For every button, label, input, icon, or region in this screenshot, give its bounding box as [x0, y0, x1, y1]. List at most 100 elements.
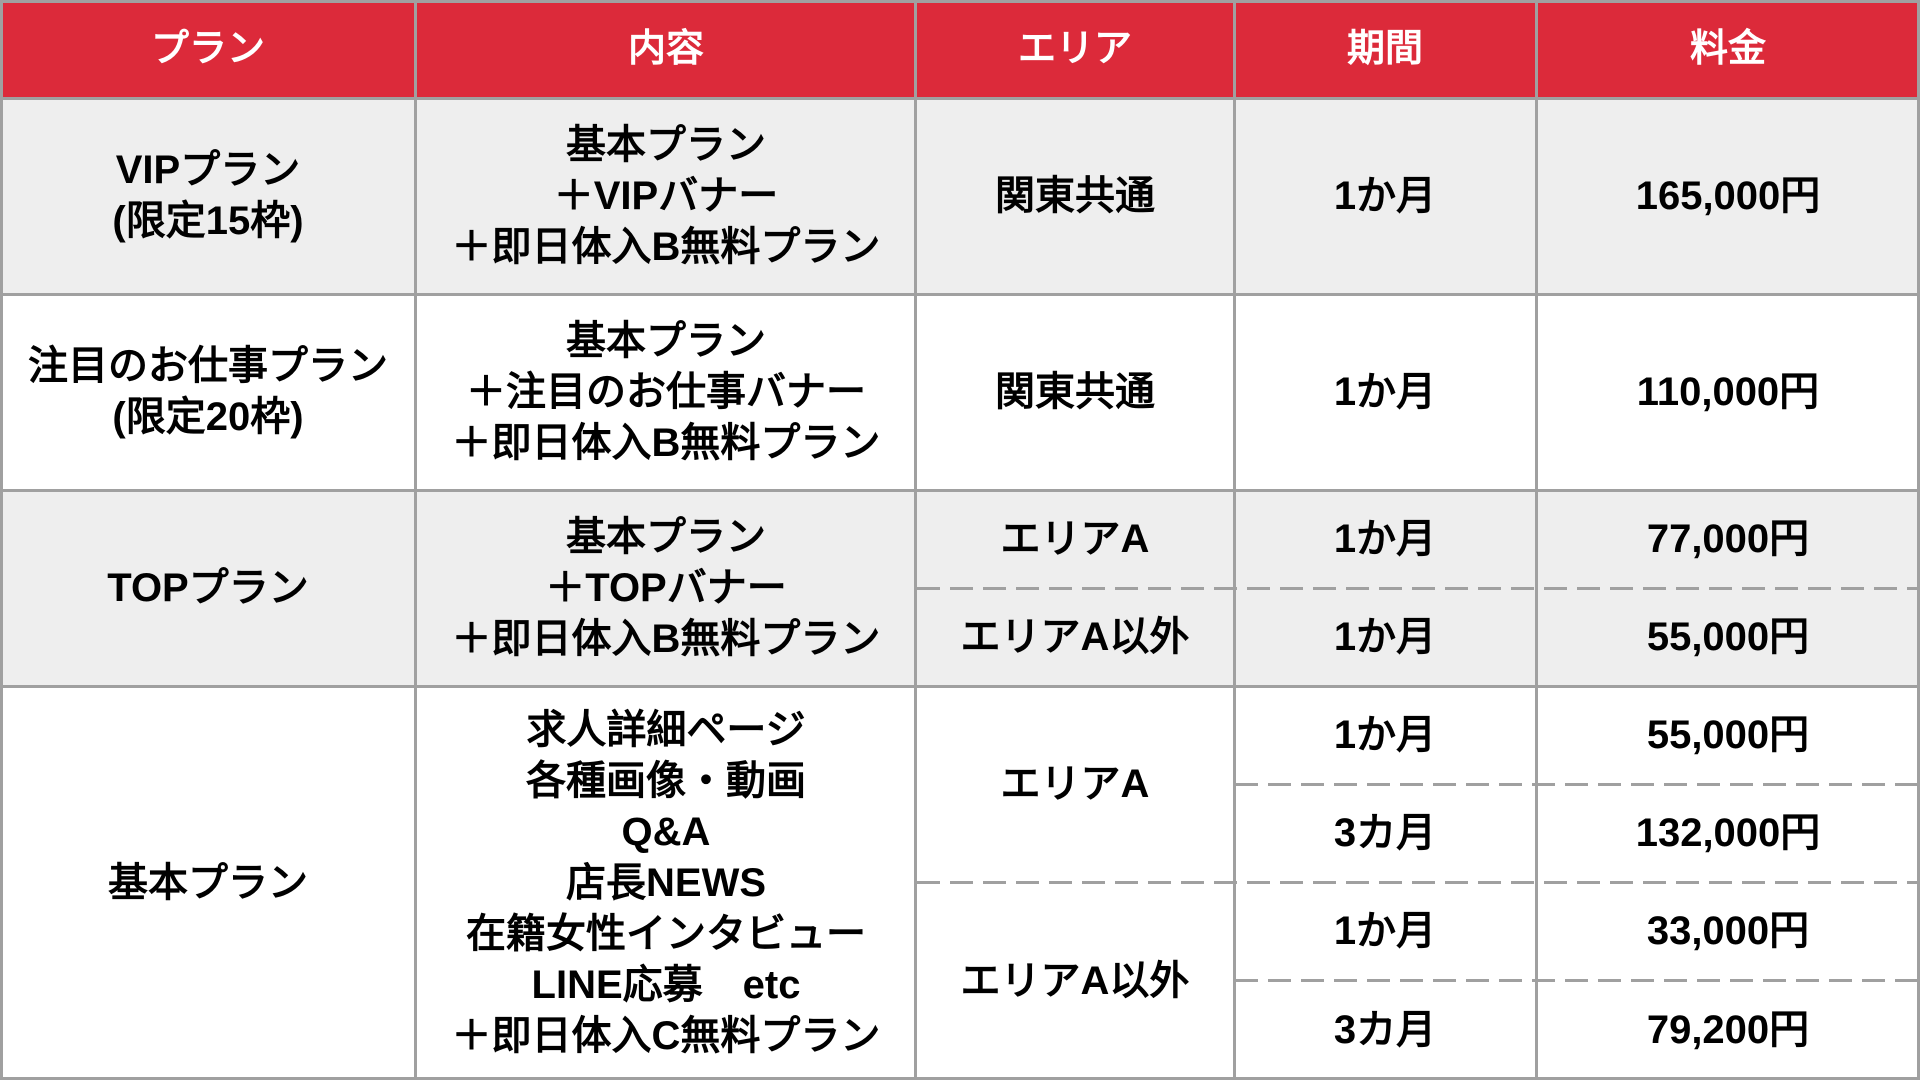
content-line: 店長NEWS: [566, 860, 766, 905]
price-value: 55,000円: [1646, 614, 1810, 659]
header-plan-label: プラン: [150, 27, 265, 70]
row-featured-period: 1か月: [1234, 294, 1536, 490]
plan-name: TOPプラン: [107, 565, 309, 610]
row-top-price-other: 55,000円: [1536, 588, 1920, 686]
row-vip-period: 1か月: [1234, 98, 1536, 294]
area-name: 関東共通: [995, 173, 1155, 218]
row-basic-area-other: エリアA以外: [916, 882, 1234, 1080]
content-line: ＋TOPバナー: [545, 565, 787, 610]
row-vip-area: 関東共通: [916, 98, 1234, 294]
row-vip-content: 基本プラン ＋VIPバナー ＋即日体入B無料プラン: [416, 98, 916, 294]
area-name: エリアA: [1000, 516, 1150, 561]
content-line: 各種画像・動画: [526, 758, 806, 803]
row-vip-price: 165,000円: [1536, 98, 1920, 294]
row-vip-plan: VIPプラン (限定15枠): [0, 98, 416, 294]
plan-name: VIPプラン: [115, 148, 301, 192]
row-basic-content: 求人詳細ページ 各種画像・動画 Q&A 店長NEWS 在籍女性インタビュー LI…: [416, 686, 916, 1080]
row-featured-area: 関東共通: [916, 294, 1234, 490]
header-period: 期間: [1234, 0, 1536, 98]
period-value: 3カ月: [1333, 1007, 1437, 1052]
row-featured-content: 基本プラン ＋注目のお仕事バナー ＋即日体入B無料プラン: [416, 294, 916, 490]
period-value: 1か月: [1333, 908, 1437, 953]
price-value: 77,000円: [1646, 516, 1810, 561]
header-period-label: 期間: [1346, 27, 1423, 70]
grid-line: [0, 0, 3, 1080]
grid-line: [914, 0, 917, 1080]
content-line: 基本プラン: [566, 514, 766, 559]
content-line: ＋即日体入B無料プラン: [451, 224, 881, 269]
row-top-content: 基本プラン ＋TOPバナー ＋即日体入B無料プラン: [416, 490, 916, 686]
grid-line: [0, 97, 1920, 100]
price-value: 55,000円: [1646, 712, 1810, 757]
grid-line: [414, 0, 417, 1080]
dashed-divider: [917, 881, 1920, 884]
grid-line: [1233, 0, 1236, 1080]
period-value: 1か月: [1333, 712, 1437, 757]
row-basic-period-a-1: 1か月: [1234, 686, 1536, 784]
dashed-divider: [1235, 783, 1920, 786]
grid-line: [1535, 0, 1538, 1080]
plan-limit: (限定15枠): [112, 199, 304, 243]
area-name: エリアA以外: [960, 958, 1190, 1003]
area-name: エリアA以外: [960, 614, 1190, 659]
content-line: ＋注目のお仕事バナー: [466, 369, 866, 414]
header-plan: プラン: [0, 0, 416, 98]
content-line: 基本プラン: [566, 122, 766, 167]
period-value: 1か月: [1333, 516, 1437, 561]
row-basic-period-other-1: 1か月: [1234, 882, 1536, 980]
dashed-divider: [1235, 979, 1920, 982]
content-line: ＋即日体入B無料プラン: [451, 616, 881, 661]
period-value: 1か月: [1333, 369, 1437, 414]
row-top-area-a: エリアA: [916, 490, 1234, 588]
row-basic-price-other-3: 79,200円: [1536, 980, 1920, 1080]
content-line: 基本プラン: [566, 318, 766, 363]
price-value: 165,000円: [1635, 173, 1821, 218]
content-line: Q&A: [621, 809, 711, 854]
price-value: 132,000円: [1635, 810, 1821, 855]
plan-name: 基本プラン: [108, 860, 308, 905]
area-name: エリアA: [1000, 761, 1150, 806]
grid-line: [0, 489, 1920, 492]
row-basic-price-other-1: 33,000円: [1536, 882, 1920, 980]
plan-name: 注目のお仕事プラン: [28, 344, 388, 388]
row-top-plan: TOPプラン: [0, 490, 416, 686]
content-line: LINE応募 etc: [531, 962, 801, 1007]
content-line: ＋VIPバナー: [553, 173, 779, 218]
grid-line: [0, 293, 1920, 296]
content-line: 求人詳細ページ: [526, 707, 806, 752]
header-content-label: 内容: [627, 27, 704, 70]
row-basic-area-a: エリアA: [916, 686, 1234, 882]
row-top-price-a: 77,000円: [1536, 490, 1920, 588]
price-value: 110,000円: [1636, 369, 1820, 414]
period-value: 1か月: [1333, 173, 1437, 218]
row-basic-plan: 基本プラン: [0, 686, 416, 1080]
header-price-label: 料金: [1689, 27, 1766, 70]
price-value: 79,200円: [1646, 1007, 1810, 1052]
price-value: 33,000円: [1646, 908, 1810, 953]
row-featured-price: 110,000円: [1536, 294, 1920, 490]
period-value: 1か月: [1333, 614, 1437, 659]
area-name: 関東共通: [995, 369, 1155, 414]
header-price: 料金: [1536, 0, 1920, 98]
header-area-label: エリア: [1017, 27, 1132, 70]
row-top-period-a: 1か月: [1234, 490, 1536, 588]
content-line: 在籍女性インタビュー: [466, 911, 866, 956]
grid-line: [1917, 0, 1920, 1080]
content-line: ＋即日体入C無料プラン: [451, 1013, 881, 1058]
row-basic-period-other-3: 3カ月: [1234, 980, 1536, 1080]
grid-line: [0, 685, 1920, 688]
row-basic-price-a-1: 55,000円: [1536, 686, 1920, 784]
content-line: ＋即日体入B無料プラン: [451, 420, 881, 465]
plan-limit: (限定20枠): [112, 395, 304, 439]
row-featured-plan: 注目のお仕事プラン (限定20枠): [0, 294, 416, 490]
grid-line: [0, 0, 1920, 3]
grid-line: [0, 1077, 1920, 1080]
row-top-period-other: 1か月: [1234, 588, 1536, 686]
row-top-area-other: エリアA以外: [916, 588, 1234, 686]
header-area: エリア: [916, 0, 1234, 98]
header-content: 内容: [416, 0, 916, 98]
row-basic-price-a-3: 132,000円: [1536, 784, 1920, 882]
dashed-divider: [917, 587, 1920, 590]
period-value: 3カ月: [1333, 810, 1437, 855]
